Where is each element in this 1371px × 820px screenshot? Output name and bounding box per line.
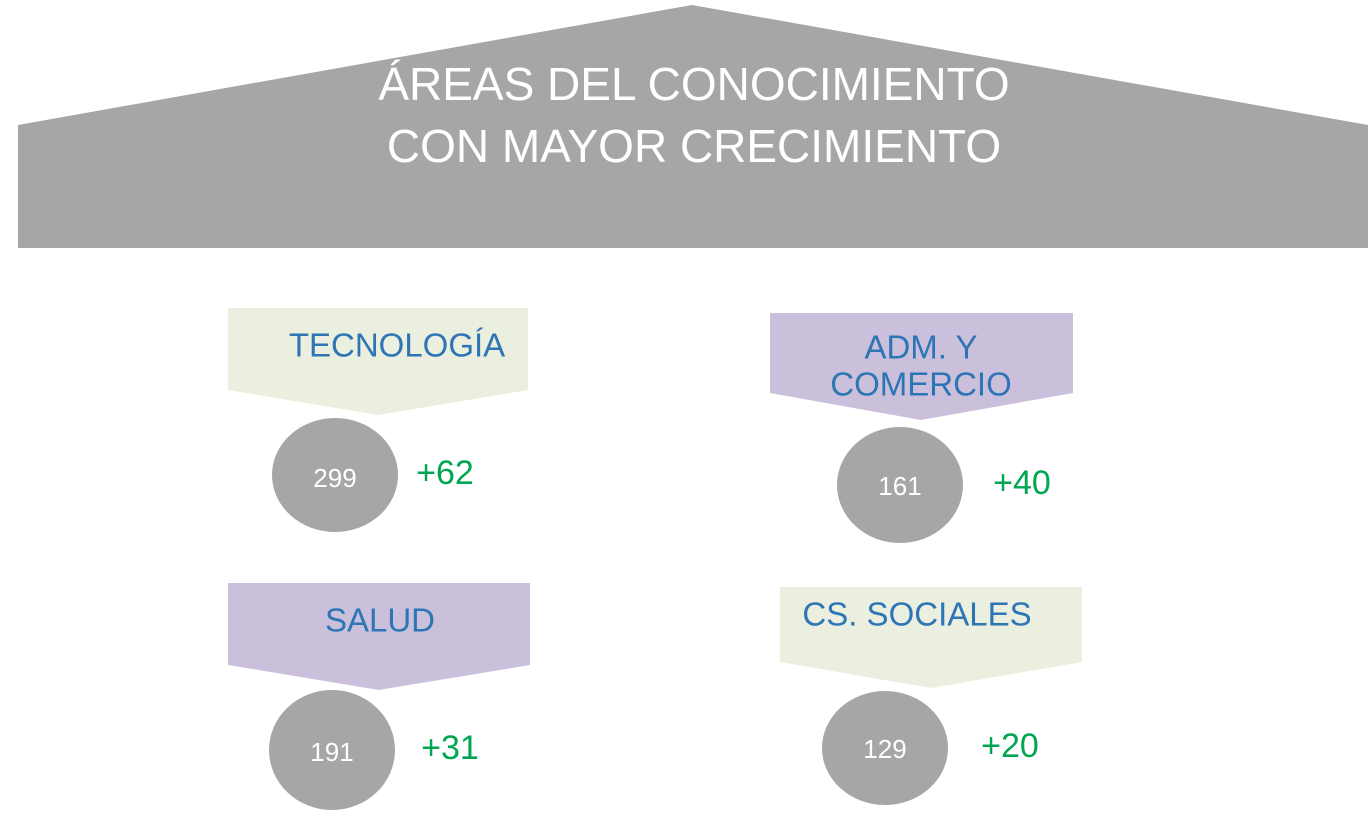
header-title: CON MAYOR CRECIMIENTO [387,120,1001,172]
card-growth: +31 [421,729,479,767]
count-circle [272,418,398,532]
header-banner [18,5,1368,248]
count-circle [837,427,963,543]
count-circle [822,691,948,805]
card-growth: +62 [416,454,474,492]
count-circle [269,690,395,810]
card-count: 191 [310,737,353,767]
card-banner [228,308,528,415]
card-banner [770,313,1073,420]
card-banner [780,587,1082,688]
card-growth: +20 [981,727,1039,765]
card-count: 161 [878,471,921,501]
header-title: ÁREAS DEL CONOCIMIENTO [378,58,1009,110]
card-count: 129 [863,734,906,764]
card-label: TECNOLOGÍA [289,327,505,364]
card-count: 299 [313,463,356,493]
card-label: COMERCIO [830,366,1012,403]
card-label: SALUD [325,602,435,639]
card-growth: +40 [993,464,1051,502]
card-label: ADM. Y [864,329,977,366]
card-banner [228,583,530,690]
card-label: CS. SOCIALES [802,596,1031,633]
